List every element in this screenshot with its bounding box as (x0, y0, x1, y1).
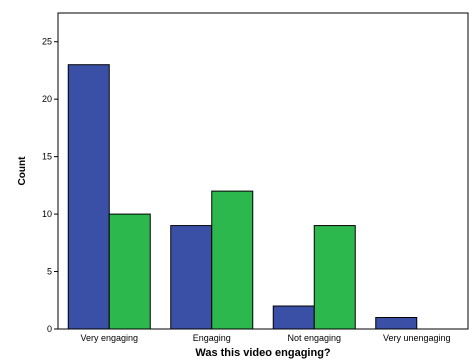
bar (272, 305, 315, 330)
x-axis: Very engaging Engaging Not engaging Very un… (80, 333, 450, 343)
x-tick-label: Engaging (193, 333, 231, 343)
x-axis-title: Was this video engaging? (195, 347, 331, 359)
x-tick-label: Very engaging (80, 333, 138, 343)
bar (170, 225, 213, 330)
y-tick-label: 15 (42, 152, 52, 162)
x-tick-label: Not engaging (287, 333, 341, 343)
y-tick-label: 0 (47, 324, 52, 334)
y-axis-title: Count (17, 156, 28, 186)
y-tick-label: 25 (42, 37, 52, 47)
x-tick-label: Very unengaging (383, 333, 451, 343)
y-tick-label: 10 (42, 209, 52, 219)
bar (108, 213, 151, 330)
bars-group (67, 64, 418, 330)
bar (313, 225, 356, 330)
y-tick-label: 20 (42, 94, 52, 104)
y-axis: 0 5 10 15 20 25 (42, 37, 58, 334)
y-tick-label: 5 (47, 267, 52, 277)
bar (211, 190, 254, 330)
bar (67, 64, 110, 330)
bar (375, 317, 418, 330)
